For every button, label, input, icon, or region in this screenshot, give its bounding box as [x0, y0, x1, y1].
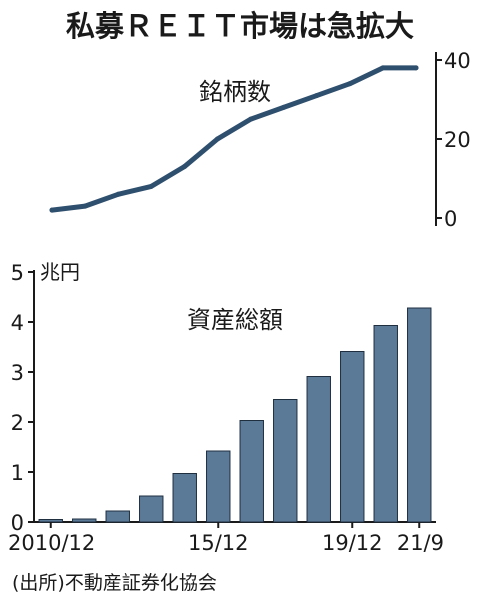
bar-chart-x-tick-label: 15/12: [188, 531, 249, 555]
bar-chart-assets: 資産総額 兆円 0 1 2 3 4 5 2010/12 15/12 19/12 21/9: [8, 260, 444, 555]
line-data-point: [314, 93, 320, 99]
line-data-point: [148, 183, 154, 189]
bar-chart-x-tick-label: 2010/12: [8, 531, 95, 555]
bar-chart-tick-label: 2: [11, 411, 24, 435]
bar-2010-12: [38, 519, 63, 523]
line-data-point: [214, 136, 220, 142]
bar-2019-12: [340, 351, 365, 523]
bar-2018-12: [306, 376, 331, 523]
line-chart-count: 銘柄数 0 20 40: [49, 49, 471, 231]
line-chart-title: 銘柄数: [199, 78, 271, 106]
bar-2017-12: [273, 399, 298, 523]
line-chart-tick-label: 40: [444, 49, 471, 73]
bar-chart-tick-label: 4: [11, 311, 24, 335]
bar-chart-x-tick-label: 19/12: [322, 531, 383, 555]
bar-2015-12: [206, 450, 231, 523]
line-data-point: [248, 116, 254, 122]
line-data-point: [413, 65, 419, 71]
line-data-point: [380, 65, 386, 71]
bar-chart-tick-label: 5: [11, 261, 24, 285]
bar-chart-tick-label: 1: [11, 461, 24, 485]
bar-2021-9: [407, 307, 432, 523]
bar-2014-12: [172, 473, 197, 523]
chart-title: 私募ＲＥＩＴ市場は急拡大: [66, 9, 414, 43]
bar-2016-12: [239, 420, 264, 523]
line-chart-tick-label: 0: [444, 207, 457, 231]
source-note: (出所)不動産証券化協会: [12, 572, 217, 594]
bar-chart-title: 資産総額: [187, 306, 283, 334]
bar-2020-12: [373, 325, 398, 523]
line-data-point: [347, 81, 353, 87]
line-data-point: [281, 104, 287, 110]
line-data-point: [115, 191, 121, 197]
bar-2011-12: [72, 518, 97, 523]
bar-2013-12: [139, 495, 164, 523]
bar-2012-12: [105, 510, 130, 523]
line-series-path: [49, 65, 419, 213]
line-data-point: [82, 203, 88, 209]
bar-chart-tick-label: 3: [11, 361, 24, 385]
bar-chart-y-unit: 兆円: [40, 260, 80, 284]
line-data-point: [181, 164, 187, 170]
line-chart-tick-label: 20: [444, 128, 471, 152]
bar-chart-x-tick-label: 21/9: [397, 531, 444, 555]
line-data-point: [49, 207, 55, 213]
bar-chart-tick-label: 0: [11, 511, 24, 535]
